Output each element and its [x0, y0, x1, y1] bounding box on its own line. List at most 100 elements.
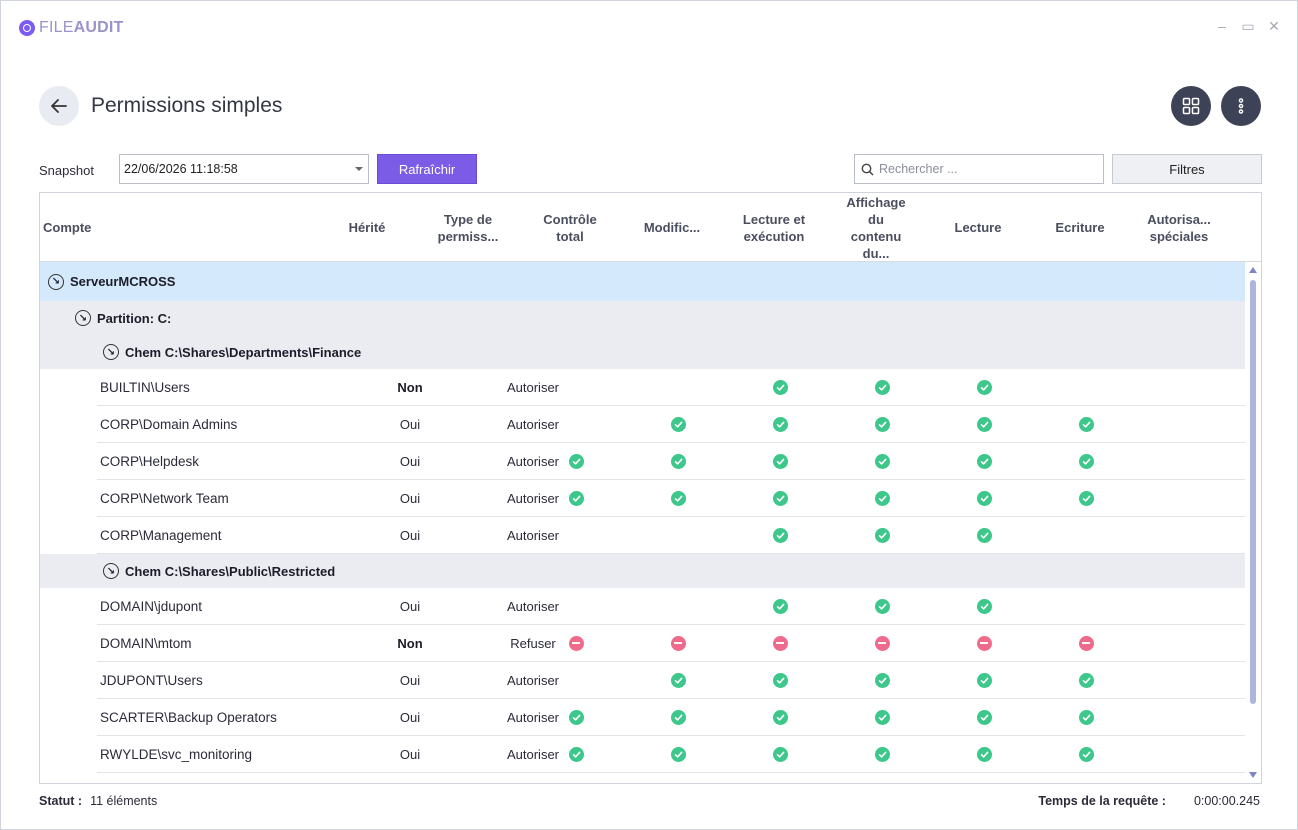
- check-circle-icon: [1078, 416, 1094, 432]
- permission-cell: [1076, 406, 1096, 442]
- permission-cell: [668, 736, 688, 772]
- inherited-cell: Oui: [399, 453, 421, 469]
- col-full-control[interactable]: Contrôle total: [543, 211, 597, 244]
- snapshot-label: Snapshot: [39, 163, 94, 178]
- check-circle-icon: [772, 709, 788, 725]
- permissions-table: Compte Hérité Type de permiss... Contrôl…: [39, 192, 1262, 784]
- permission-cell: [770, 736, 790, 772]
- deny-circle-icon: [1078, 635, 1094, 651]
- check-circle-icon: [874, 490, 890, 506]
- permission-cell: [668, 625, 688, 661]
- minimize-icon[interactable]: –: [1218, 18, 1226, 34]
- check-circle-icon: [568, 453, 584, 469]
- scroll-down-icon[interactable]: [1249, 772, 1257, 778]
- close-icon[interactable]: ✕: [1268, 18, 1280, 34]
- account-cell: SCARTER\Backup Operators: [100, 709, 277, 725]
- permission-cell: [770, 406, 790, 442]
- chevron-down-icon: [355, 167, 363, 171]
- table-row[interactable]: DOMAIN\jdupont Oui Autoriser: [97, 588, 1245, 625]
- permission-cell: [566, 699, 586, 735]
- snapshot-select[interactable]: 22/06/2026 11:18:58: [119, 154, 369, 184]
- folder-group-row[interactable]: ↘ Chem C:\Shares\Public\Restricted: [40, 554, 1245, 588]
- permission-type-cell: Refuser: [510, 635, 556, 651]
- table-row[interactable]: CORP\Network Team Oui Autoriser: [97, 480, 1245, 517]
- query-time: Temps de la requête : 0:00:00.245: [1038, 794, 1260, 808]
- permission-cell: [872, 662, 892, 698]
- account-cell: DOMAIN\jdupont: [100, 598, 203, 614]
- folder-group-row[interactable]: ↘ Chem C:\Shares\Departments\Finance: [40, 335, 1245, 369]
- account-cell: DOMAIN\mtom: [100, 635, 192, 651]
- table-row[interactable]: RWYLDE\svc_monitoring Oui Autoriser: [97, 736, 1245, 773]
- search-input[interactable]: [879, 162, 1094, 176]
- permission-cell: [770, 480, 790, 516]
- table-row[interactable]: DOMAIN\mtom Non Refuser: [97, 625, 1245, 662]
- col-permission-type[interactable]: Type de permiss...: [437, 211, 499, 244]
- collapse-toggle-icon[interactable]: ↘: [103, 563, 119, 579]
- col-read[interactable]: Lecture: [954, 220, 1002, 235]
- permission-cell: [566, 480, 586, 516]
- check-circle-icon: [670, 672, 686, 688]
- permission-cell: [566, 736, 586, 772]
- table-row[interactable]: BUILTIN\Users Non Autoriser: [97, 369, 1245, 406]
- table-header: Compte Hérité Type de permiss... Contrôl…: [40, 193, 1261, 262]
- check-circle-icon: [568, 709, 584, 725]
- scroll-thumb[interactable]: [1250, 280, 1256, 704]
- layout-grid-button[interactable]: [1171, 86, 1211, 126]
- permission-cell: [974, 699, 994, 735]
- permission-cell: [668, 662, 688, 698]
- title-bar: FILEAUDIT – ▭ ✕: [1, 1, 1297, 55]
- more-options-button[interactable]: [1221, 86, 1261, 126]
- scroll-up-icon[interactable]: [1249, 267, 1257, 273]
- collapse-toggle-icon[interactable]: ↘: [75, 310, 91, 326]
- inherited-cell: Oui: [399, 672, 421, 688]
- account-cell: CORP\Management: [100, 527, 222, 543]
- partition-row[interactable]: ↘ Partition: C:: [40, 301, 1245, 335]
- col-list-contents[interactable]: Affichage du contenu du...: [846, 194, 906, 261]
- table-row[interactable]: CORP\Helpdesk Oui Autoriser: [97, 443, 1245, 480]
- permission-cell: [770, 625, 790, 661]
- check-circle-icon: [670, 416, 686, 432]
- server-row[interactable]: ↘ Serveur MCROSS: [40, 262, 1245, 301]
- col-special-permissions[interactable]: Autorisa... spéciales: [1147, 211, 1211, 244]
- table-row[interactable]: CORP\Domain Admins Oui Autoriser: [97, 406, 1245, 443]
- permission-type-cell: Autoriser: [506, 672, 560, 688]
- filters-button[interactable]: Filtres: [1112, 154, 1262, 184]
- check-circle-icon: [874, 746, 890, 762]
- folder-path: Chem C:\Shares\Departments\Finance: [125, 344, 362, 360]
- col-read-execute[interactable]: Lecture et exécution: [742, 211, 806, 244]
- status-label: Statut :: [39, 794, 83, 808]
- check-circle-icon: [670, 709, 686, 725]
- check-circle-icon: [874, 598, 890, 614]
- permission-cell: [1076, 662, 1096, 698]
- check-circle-icon: [976, 453, 992, 469]
- permission-cell: [872, 443, 892, 479]
- deny-circle-icon: [670, 635, 686, 651]
- col-account[interactable]: Compte: [43, 220, 92, 235]
- collapse-toggle-icon[interactable]: ↘: [48, 273, 64, 290]
- col-modify[interactable]: Modific...: [643, 220, 701, 235]
- deny-circle-icon: [772, 635, 788, 651]
- refresh-button[interactable]: Rafraîchir: [377, 154, 477, 184]
- col-write[interactable]: Ecriture: [1055, 220, 1105, 235]
- vertical-scrollbar[interactable]: [1245, 262, 1261, 783]
- app-logo: FILEAUDIT: [19, 19, 123, 37]
- search-box[interactable]: [854, 154, 1104, 184]
- check-circle-icon: [772, 746, 788, 762]
- table-row[interactable]: CORP\Management Oui Autoriser: [97, 517, 1245, 554]
- account-cell: CORP\Network Team: [100, 490, 229, 506]
- collapse-toggle-icon[interactable]: ↘: [103, 344, 119, 360]
- back-button[interactable]: [39, 86, 79, 126]
- check-circle-icon: [874, 453, 890, 469]
- check-circle-icon: [1078, 453, 1094, 469]
- restore-icon[interactable]: ▭: [1241, 18, 1255, 34]
- col-inherited[interactable]: Hérité: [348, 220, 386, 235]
- table-row[interactable]: JDUPONT\Users Oui Autoriser: [97, 662, 1245, 699]
- inherited-cell: Oui: [399, 527, 421, 543]
- permission-type-cell: Autoriser: [506, 453, 560, 469]
- permission-type-cell: Autoriser: [506, 379, 560, 395]
- fileaudit-logo-icon: [19, 20, 35, 36]
- table-row[interactable]: SCARTER\Backup Operators Oui Autoriser: [97, 699, 1245, 736]
- check-circle-icon: [772, 490, 788, 506]
- permission-cell: [872, 736, 892, 772]
